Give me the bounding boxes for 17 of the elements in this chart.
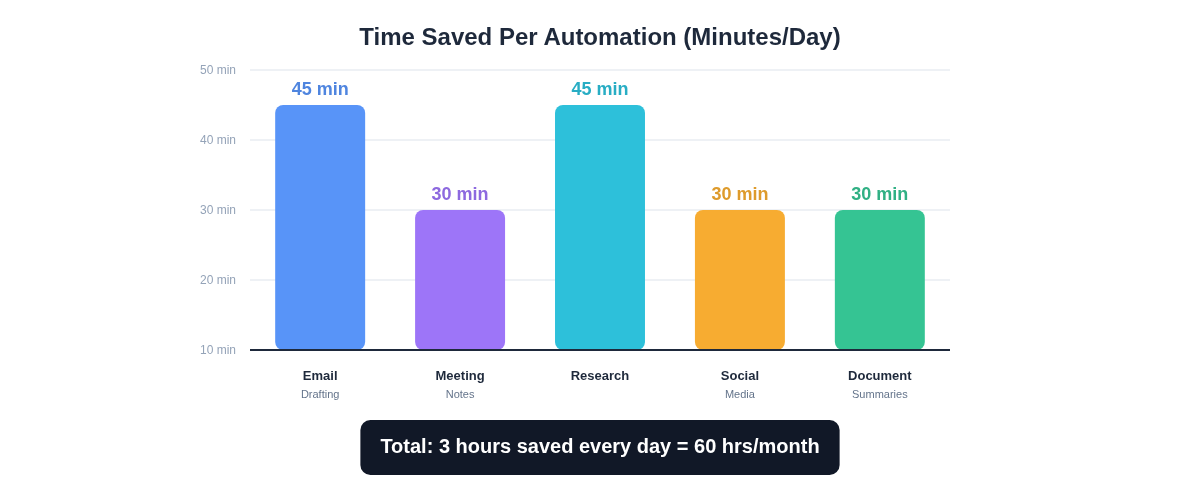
y-tick-label: 10 min	[199, 343, 236, 358]
text: Total: 3 hours saved every day = 60 hrs/month	[380, 435, 820, 457]
x-tick-label: Document Summaries	[848, 368, 913, 400]
x-tick-label: Meeting Notes	[435, 368, 485, 400]
data-label: 30 min	[711, 184, 769, 204]
x-tick-label: Email Drafting	[300, 368, 340, 400]
y-tick-label: 20 min	[199, 273, 236, 288]
x-tick-label: Research	[570, 368, 630, 383]
chart-title: Time Saved Per Automation (Minutes/Day)	[359, 23, 841, 50]
data-label: 30 min	[851, 184, 909, 204]
y-tick-label: 40 min	[199, 133, 236, 148]
y-tick-label: 50 min	[199, 63, 236, 78]
data-label: 30 min	[431, 184, 489, 204]
data-label: 45 min	[291, 79, 349, 99]
data-label: 45 min	[571, 79, 629, 99]
x-tick-label: Social Media	[720, 368, 760, 400]
y-tick-label: 30 min	[199, 203, 236, 218]
